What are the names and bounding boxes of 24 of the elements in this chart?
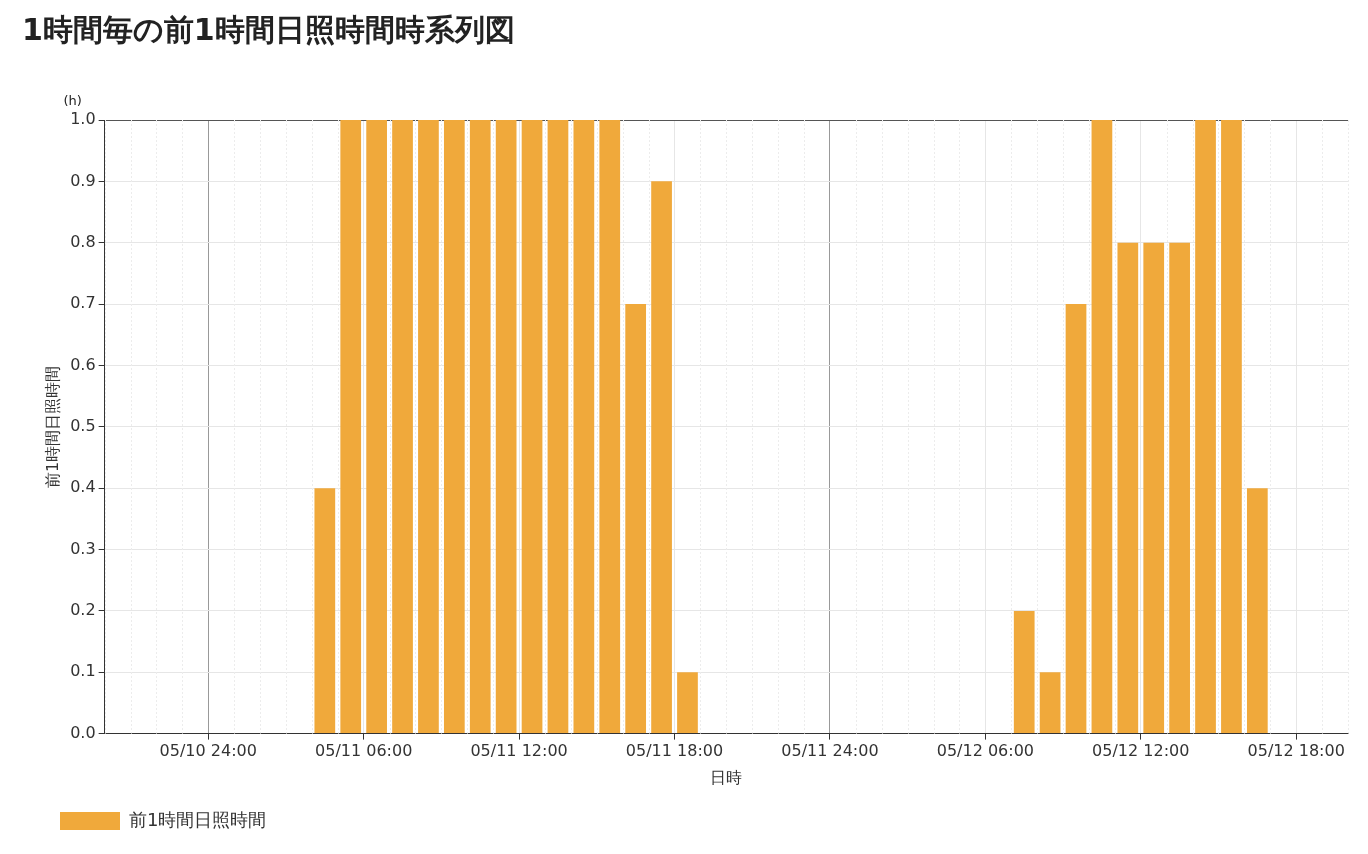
y-tick-label: 1.0 xyxy=(70,109,96,129)
legend-label: 前1時間日照時間 xyxy=(129,808,267,830)
x-tick-label: 05/11 06:00 xyxy=(315,741,413,761)
y-tick-label: 0.8 xyxy=(70,231,96,251)
y-tick-label: 0.1 xyxy=(70,661,96,681)
y-axis-title: 前1時間日照時間 xyxy=(42,365,62,488)
y-tick-label: 0.5 xyxy=(70,415,96,435)
x-tick-label: 05/10 24:00 xyxy=(159,741,257,761)
x-tick-label: 05/11 18:00 xyxy=(625,741,724,761)
text: (h) xyxy=(63,92,82,108)
y-tick-label: 0.4 xyxy=(70,477,96,497)
y-tick-label: 0.9 xyxy=(70,170,96,190)
x-tick-label: 05/11 12:00 xyxy=(470,741,568,761)
x-tick-label: 05/11 24:00 xyxy=(781,741,879,761)
x-tick-label: 05/12 12:00 xyxy=(1092,741,1190,761)
y-tick-label: 0.0 xyxy=(70,722,96,742)
x-axis-title: 日時 xyxy=(710,767,743,787)
y-tick-label: 0.6 xyxy=(70,354,96,374)
x-tick-label: 05/12 18:00 xyxy=(1247,741,1345,761)
y-tick-label: 0.2 xyxy=(70,600,96,620)
y-tick-label: 0.7 xyxy=(70,293,96,313)
y-tick-label: 0.3 xyxy=(70,538,96,558)
x-tick-label: 05/12 06:00 xyxy=(936,741,1035,761)
chart-title: 1時間毎の前1時間日照時間時系列図 xyxy=(22,11,515,49)
